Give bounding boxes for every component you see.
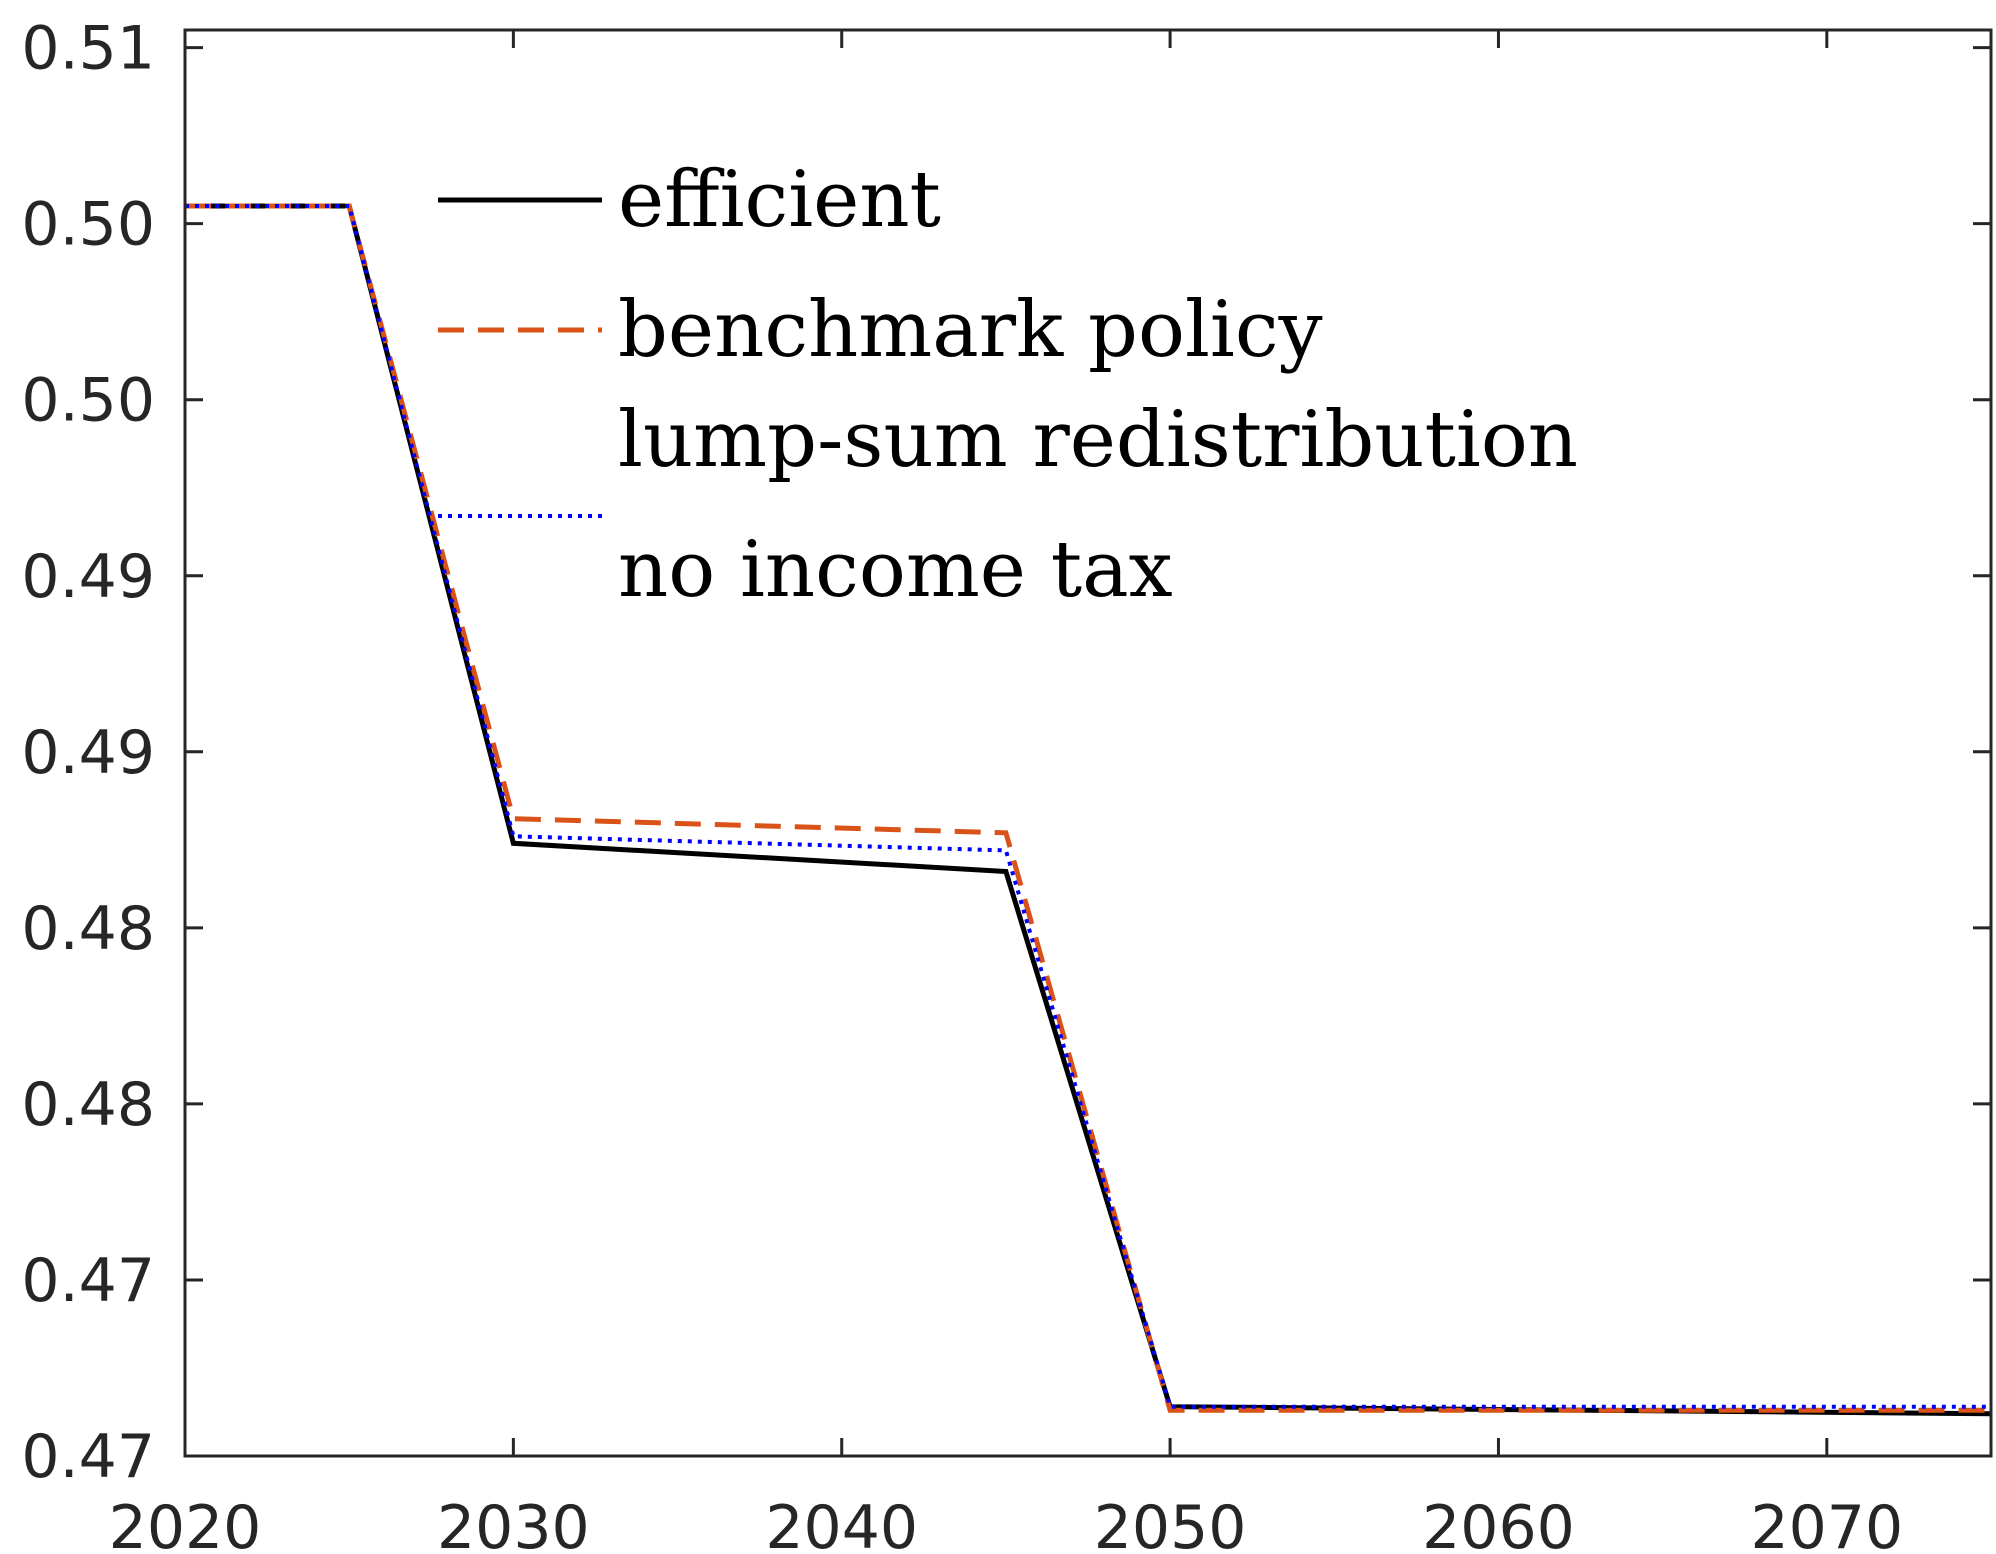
y-tick-label: 0.48 xyxy=(21,894,155,964)
series-line-benchmark-policy xyxy=(185,203,1991,1413)
legend: efficient benchmark policy lump-sum redist… xyxy=(438,155,1578,615)
y-tick-label: 0.47 xyxy=(21,1422,155,1492)
legend-label: no income tax xyxy=(618,525,1173,615)
y-tick-label: 0.50 xyxy=(21,366,155,436)
y-tick-label: 0.48 xyxy=(21,1070,155,1140)
x-tick-label: 2040 xyxy=(765,1493,918,1554)
x-tick-label: 2030 xyxy=(437,1493,590,1554)
legend-label: benchmark policy xyxy=(618,285,1323,375)
series-line-efficient xyxy=(185,203,1992,1417)
x-tick-label: 2060 xyxy=(1422,1493,1575,1554)
legend-label: efficient xyxy=(618,155,941,245)
series-layer xyxy=(185,203,1992,1417)
y-tick-label: 0.50 xyxy=(21,190,155,260)
plot-frame xyxy=(183,28,1993,1458)
x-tick-label: 2050 xyxy=(1094,1493,1247,1554)
y-tick-label: 0.49 xyxy=(21,542,155,612)
y-tick-label: 0.47 xyxy=(21,1246,155,1316)
series-line-no-income-tax xyxy=(185,204,1991,1409)
y-tick-label: 0.51 xyxy=(21,14,155,84)
x-tick-label: 2020 xyxy=(109,1493,262,1554)
y-tick-label: 0.49 xyxy=(21,718,155,788)
legend-label: lump-sum redistribution xyxy=(618,395,1578,485)
y-axis: 0.47 0.47 0.48 0.48 0.49 0.49 0.50 0.50 0.51 xyxy=(21,14,1991,1492)
x-axis: 2020 2030 2040 2050 2060 2070 xyxy=(109,30,1903,1554)
x-tick-label: 2070 xyxy=(1750,1493,1903,1554)
